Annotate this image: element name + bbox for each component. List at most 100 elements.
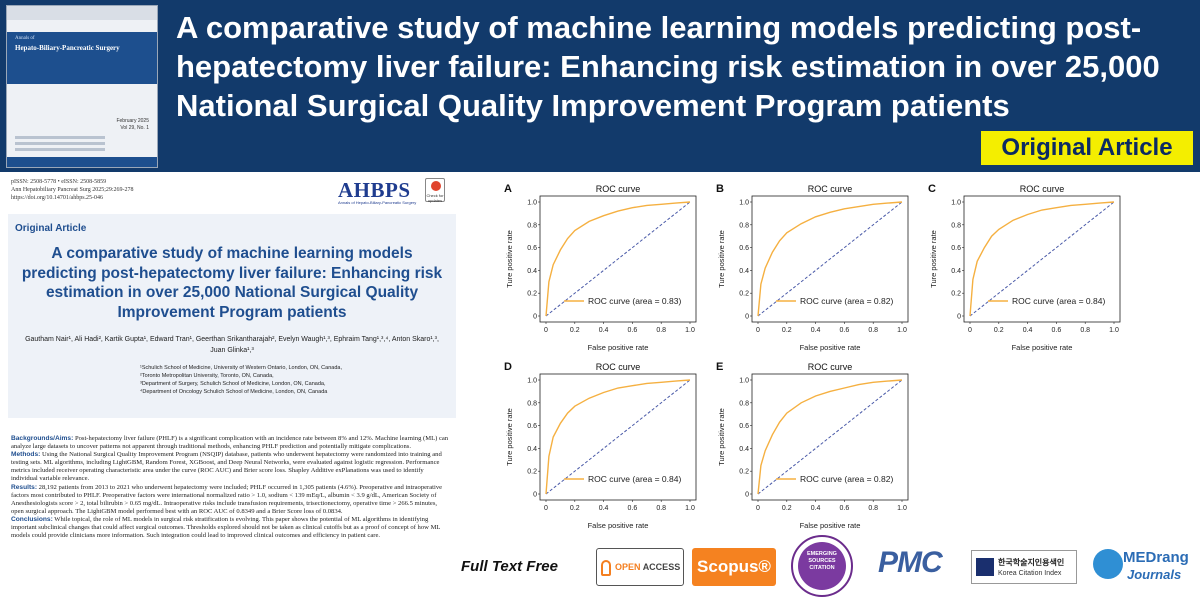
article-type-label: Original Article — [15, 223, 87, 234]
legend-label: ROC curve (area = 0.83) — [588, 296, 681, 306]
chart-title: ROC curve — [596, 184, 641, 194]
article-type-badge: Original Article — [981, 131, 1193, 165]
medrang-icon — [1093, 549, 1123, 579]
y-tick-label: 1.0 — [527, 378, 537, 385]
abstract-methods-text: Using the National Surgical Quality Impr… — [11, 451, 442, 483]
x-tick-label: 1.0 — [897, 505, 907, 512]
y-axis-label: Ture positive rate — [505, 230, 514, 288]
legend-label: ROC curve (area = 0.84) — [1012, 296, 1105, 306]
journal-cover-thumbnail[interactable]: Annals of Hepato-Biliary-Pancreatic Surg… — [6, 5, 158, 168]
y-tick-label: 0.2 — [951, 291, 961, 298]
y-tick-label: 0.4 — [527, 446, 537, 453]
cover-date: February 2025 Vol 29, No. 1 — [116, 118, 149, 131]
abstract-background-text: Post-hepatectomy liver failure (PHLF) is… — [11, 435, 449, 451]
author-list: Gautham Nair¹, Ali Hadi², Kartik Gupta¹,… — [25, 336, 439, 354]
abstract-conclusions-text: While topical, the role of ML models in … — [11, 515, 441, 540]
abstract-background-heading: Backgrounds/Aims: — [11, 435, 74, 442]
y-tick-label: 0.8 — [739, 222, 749, 229]
roc-chart-svg: B ROC curve 00 0.2 0.2 0.4 0.4 0.6 0.6 0.8 0.8 1.0 1… — [716, 183, 909, 352]
chance-diagonal-line — [757, 379, 903, 495]
y-axis-label: Ture positive rate — [717, 408, 726, 466]
banner-title: A comparative study of machine learning … — [176, 10, 1160, 123]
scopus-logo[interactable]: Scopus® — [692, 548, 776, 586]
y-tick-label: 0.4 — [527, 268, 537, 275]
open-access-logo[interactable]: OPEN ACCESS — [596, 548, 684, 586]
panel-label: A — [504, 183, 512, 195]
check-for-updates-badge[interactable]: Check for updates — [425, 178, 445, 203]
y-axis-label: Ture positive rate — [929, 230, 938, 288]
plot-frame — [963, 195, 1121, 323]
x-tick-label: 0 — [756, 505, 760, 512]
top-banner: Annals of Hepato-Biliary-Pancreatic Surg… — [0, 0, 1200, 172]
affiliations: ¹Schulich School of Medicine, University… — [140, 365, 342, 395]
roc-chart-svg: A ROC curve 00 0.2 0.2 0.4 0.4 0.6 0.6 0.8 0.8 1.0 1… — [504, 183, 697, 352]
x-tick-label: 1.0 — [685, 327, 695, 334]
x-tick-label: 0.2 — [782, 505, 792, 512]
y-tick-label: 0.8 — [527, 222, 537, 229]
chance-diagonal-line — [757, 201, 903, 317]
x-axis-label: False positive rate — [588, 521, 649, 530]
legend-label: ROC curve (area = 0.84) — [588, 474, 681, 484]
y-tick-label: 0.2 — [527, 469, 537, 476]
roc-curve-line — [969, 201, 1115, 317]
esci-logo[interactable]: EMERGING SOURCES CITATION — [791, 535, 853, 597]
y-axis-label: Ture positive rate — [717, 230, 726, 288]
roc-chart-svg: C ROC curve 00 0.2 0.2 0.4 0.4 0.6 0.6 0.8 0.8 1.0 1… — [928, 183, 1121, 352]
journal-logo: AHBPS — [338, 178, 411, 202]
y-tick-label: 0.8 — [527, 400, 537, 407]
roc-chart-svg: E ROC curve 00 0.2 0.2 0.4 0.4 0.6 0.6 0.8 0.8 1.0 1… — [716, 361, 909, 530]
x-tick-label: 0.4 — [599, 505, 609, 512]
plot-frame — [539, 373, 697, 501]
x-tick-label: 0.2 — [782, 327, 792, 334]
plot-frame — [539, 195, 697, 323]
abstract-results-text: 28,192 patients from 2013 to 2021 who un… — [11, 483, 443, 515]
article-header-panel: Original Article A comparative study of … — [8, 214, 456, 418]
y-tick-label: 0.2 — [739, 291, 749, 298]
y-tick-label: 0.2 — [527, 291, 537, 298]
roc-panel-a: A ROC curve 0 0 0.2 0.2 0.4 0.4 0.6 0.6 0.8 0.8 1.0 1… — [500, 178, 712, 356]
y-tick-label: 0 — [745, 492, 749, 499]
x-tick-label: 0 — [756, 327, 760, 334]
roc-curve-line — [757, 201, 903, 317]
legend-label: ROC curve (area = 0.82) — [800, 474, 893, 484]
y-tick-label: 1.0 — [951, 200, 961, 207]
article-meta: pISSN: 2508-5778 • eISSN: 2508-5859 Ann … — [11, 179, 134, 201]
roc-curve-line — [545, 379, 691, 495]
roc-panel-e: E ROC curve 0 0 0.2 0.2 0.4 0.4 0.6 0.6 0.8 0.8 1.0 1… — [712, 356, 924, 534]
x-tick-label: 0.8 — [656, 505, 666, 512]
y-tick-label: 0.6 — [739, 245, 749, 252]
chart-title: ROC curve — [808, 362, 853, 372]
open-lock-icon — [601, 560, 611, 576]
chance-diagonal-line — [969, 201, 1115, 317]
cover-journal-title: Hepato-Biliary-Pancreatic Surgery — [15, 44, 120, 52]
y-tick-label: 0.4 — [951, 268, 961, 275]
medrang-journals-logo[interactable]: MEDrang Journals — [1093, 545, 1193, 591]
chart-title: ROC curve — [596, 362, 641, 372]
abstract: Backgrounds/Aims: Post-hepatectomy liver… — [11, 435, 449, 540]
y-tick-label: 0.6 — [527, 423, 537, 430]
chance-diagonal-line — [545, 379, 691, 495]
check-updates-icon — [431, 181, 441, 191]
kci-icon — [976, 558, 994, 576]
kci-logo[interactable]: 한국학술지인용색인 Korea Citation Index — [971, 550, 1077, 584]
roc-panel-b: B ROC curve 0 0 0.2 0.2 0.4 0.4 0.6 0.6 0.8 0.8 1.0 1… — [712, 178, 924, 356]
paper-preview: pISSN: 2508-5778 • eISSN: 2508-5859 Ann … — [0, 172, 462, 600]
x-axis-label: False positive rate — [800, 343, 861, 352]
pmc-logo[interactable]: PMC — [878, 546, 943, 579]
x-tick-label: 0.2 — [570, 505, 580, 512]
abstract-methods-heading: Methods: — [11, 451, 41, 459]
panel-label: D — [504, 361, 512, 373]
y-tick-label: 0.2 — [739, 469, 749, 476]
panel-label: C — [928, 183, 936, 195]
x-tick-label: 0.8 — [868, 505, 878, 512]
y-tick-label: 0 — [533, 492, 537, 499]
y-axis-label: Ture positive rate — [505, 408, 514, 466]
y-tick-label: 0.8 — [739, 400, 749, 407]
abstract-conclusions-heading: Conclusions: — [11, 515, 53, 523]
y-tick-label: 1.0 — [739, 378, 749, 385]
x-tick-label: 1.0 — [1109, 327, 1119, 334]
full-text-free-label: Full Text Free — [461, 558, 558, 575]
article-title: A comparative study of machine learning … — [21, 245, 443, 321]
y-tick-label: 0.6 — [527, 245, 537, 252]
x-tick-label: 1.0 — [897, 327, 907, 334]
